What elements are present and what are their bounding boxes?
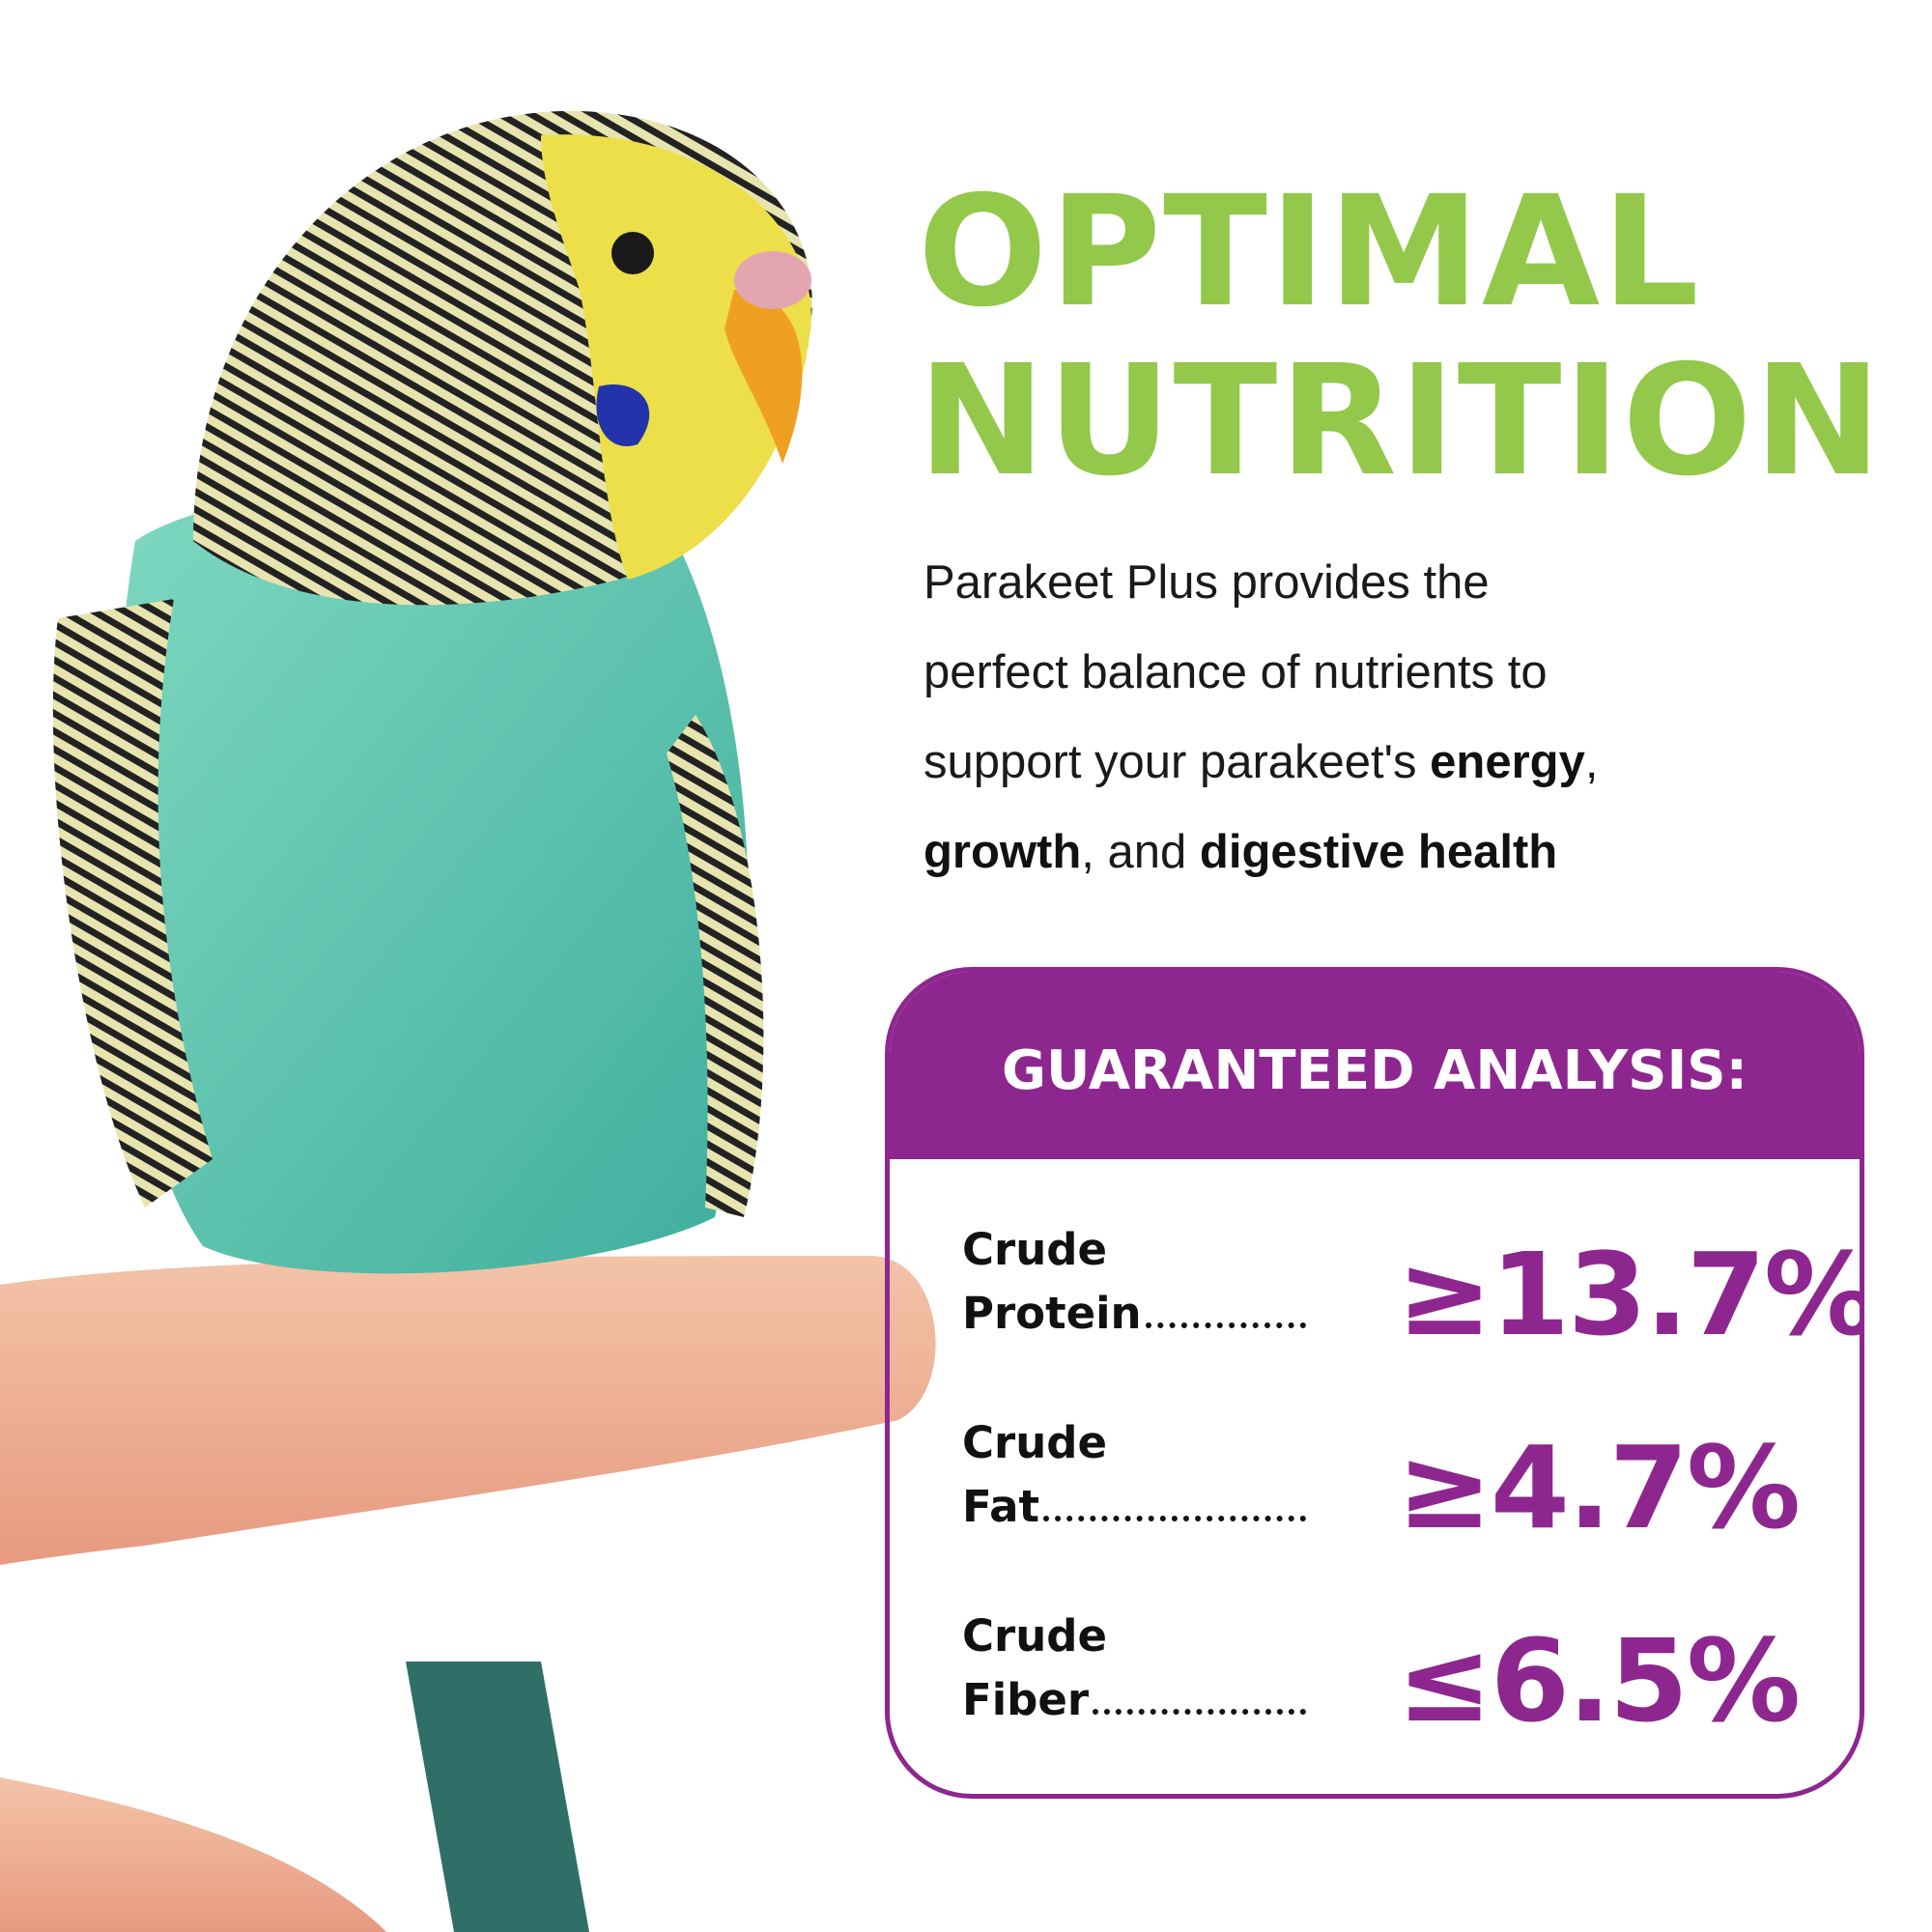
finger xyxy=(0,1256,936,1565)
analysis-header xyxy=(890,972,1860,1159)
emphasis: energy xyxy=(1430,736,1585,788)
leader-dots xyxy=(1042,1516,1306,1521)
emphasis: growth xyxy=(923,826,1082,878)
parakeet-photo xyxy=(0,110,936,1932)
body-line: growth, and digestive health xyxy=(923,829,1557,876)
body-line: support your parakeet's energy, xyxy=(923,739,1598,786)
analysis-title: GUARANTEED ANALYSIS: xyxy=(1001,1039,1748,1102)
body-text-segment: perfect balance of nutrients to xyxy=(923,646,1548,698)
headline: NUTRITION xyxy=(918,332,1884,510)
left-wing xyxy=(52,599,213,1208)
body-text-segment: support your parakeet's xyxy=(923,736,1431,788)
label-text: Fat xyxy=(962,1481,1039,1532)
emphasis: digestive health xyxy=(1199,826,1558,878)
leader-dots xyxy=(1093,1709,1306,1715)
label-line: Crude xyxy=(962,1224,1107,1275)
body-text-segment: , and xyxy=(1081,826,1200,878)
label-line: Crude xyxy=(962,1417,1107,1468)
row-label: Crude Protein xyxy=(962,1218,1310,1346)
body-line: Parakeet Plus provides the xyxy=(923,559,1490,607)
cheek-spot xyxy=(596,384,650,446)
label-line: Fiber xyxy=(962,1668,1310,1732)
label-line: Protein xyxy=(962,1282,1310,1346)
label-line: Fat xyxy=(962,1475,1310,1539)
tail xyxy=(406,1662,589,1932)
analysis-box: GUARANTEED ANALYSIS: Crude Protein ≥13.7% C… xyxy=(885,967,1864,1799)
row-value: ≥13.7% xyxy=(1397,1228,1864,1361)
row-value: ≤6.5% xyxy=(1397,1614,1801,1747)
label-text: Fiber xyxy=(962,1674,1090,1725)
body-text-segment: Parakeet Plus provides the xyxy=(923,556,1490,609)
body-text-segment: , xyxy=(1584,736,1599,788)
leader-dots xyxy=(1145,1322,1306,1328)
row-label: Crude Fat xyxy=(962,1411,1310,1539)
cere xyxy=(734,251,811,309)
row-value: ≥4.7% xyxy=(1397,1421,1801,1554)
face xyxy=(541,134,811,580)
headline: OPTIMAL xyxy=(918,163,1701,341)
label-text: Protein xyxy=(962,1288,1142,1339)
bird-body xyxy=(114,490,749,1274)
label-line: Crude xyxy=(962,1610,1107,1662)
eye xyxy=(611,232,654,274)
beak xyxy=(724,290,803,464)
thumb xyxy=(0,1777,386,1932)
right-wing xyxy=(667,715,764,1217)
body-line: perfect balance of nutrients to xyxy=(923,649,1548,696)
row-label: Crude Fiber xyxy=(962,1605,1310,1732)
